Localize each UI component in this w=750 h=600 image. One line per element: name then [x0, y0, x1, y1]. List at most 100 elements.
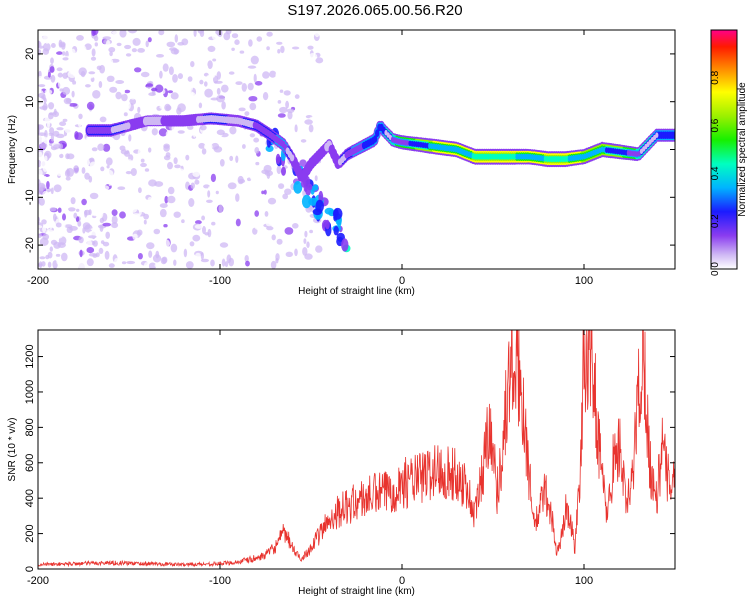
- noise-blob: [99, 116, 107, 123]
- noise-blob: [41, 219, 47, 225]
- noise-blob: [305, 132, 313, 136]
- noise-blob: [79, 45, 87, 54]
- noise-blob: [279, 106, 288, 114]
- noise-blob: [38, 169, 43, 178]
- noise-blob: [207, 186, 213, 192]
- streak-blob: [313, 184, 319, 191]
- noise-blob: [239, 50, 245, 54]
- noise-blob: [46, 229, 54, 234]
- noise-blob: [186, 30, 190, 35]
- noise-blob: [207, 156, 213, 164]
- noise-blob: [238, 107, 246, 112]
- snr-series-line: [38, 330, 675, 568]
- noise-blob: [38, 261, 43, 269]
- noise-blob: [57, 72, 63, 78]
- noise-blob: [72, 220, 77, 226]
- noise-blob: [173, 211, 181, 218]
- noise-blob: [106, 165, 110, 169]
- noise-blob: [78, 67, 87, 76]
- noise-blob: [250, 55, 259, 65]
- noise-blob: [69, 38, 73, 43]
- noise-blob: [163, 224, 168, 228]
- noise-blob: [169, 176, 175, 185]
- noise-blob: [204, 81, 208, 87]
- noise-blob: [256, 263, 260, 269]
- noise-blob: [38, 56, 42, 63]
- noise-blob: [58, 200, 68, 205]
- noise-blob: [244, 255, 249, 263]
- noise-blob: [132, 37, 141, 46]
- noise-blob: [102, 241, 110, 247]
- noise-blob: [224, 261, 229, 268]
- noise-blob: [63, 97, 72, 105]
- noise-blob: [45, 254, 50, 260]
- noise-blob: [97, 156, 101, 166]
- noise-blob: [56, 231, 63, 239]
- streak-blob: [332, 207, 343, 220]
- noise-blob: [74, 263, 78, 269]
- noise-blob: [59, 143, 63, 150]
- noise-blob: [216, 87, 221, 95]
- noise-blob: [221, 84, 229, 93]
- noise-blob: [193, 30, 197, 37]
- noise-blob: [54, 60, 63, 68]
- noise-blob: [294, 94, 300, 99]
- y-tick-label: 1200: [24, 344, 36, 368]
- noise-blob: [128, 30, 137, 34]
- noise-blob: [100, 166, 105, 172]
- noise-blob: [38, 205, 42, 211]
- streak-blob: [325, 219, 330, 230]
- noise-blob: [167, 195, 176, 204]
- streak-blob: [312, 208, 323, 216]
- x-tick-label: 0: [399, 275, 405, 287]
- noise-blob: [304, 230, 308, 238]
- noise-blob: [70, 145, 77, 150]
- colorbar-tick-label: 0.6: [710, 118, 721, 132]
- noise-blob: [61, 159, 68, 164]
- noise-blob: [177, 73, 183, 80]
- y-tick-label: 200: [24, 524, 36, 542]
- noise-blob: [168, 66, 174, 75]
- noise-blob: [201, 215, 206, 221]
- noise-blob: [39, 237, 49, 246]
- colorbar-frame: [710, 29, 738, 270]
- noise-blob: [159, 203, 168, 209]
- noise-blob: [216, 129, 225, 136]
- noise-blob: [158, 128, 168, 137]
- noise-blob: [88, 253, 98, 257]
- noise-blob: [50, 39, 57, 44]
- noise-blob: [39, 143, 48, 149]
- noise-blob: [143, 219, 147, 225]
- noise-blob: [189, 241, 195, 247]
- noise-blob: [163, 144, 170, 152]
- noise-blob: [206, 199, 213, 203]
- noise-blob: [56, 133, 65, 139]
- chart-title: S197.2026.065.00.56.R20: [287, 2, 463, 19]
- x-axis-label: Height of straight line (km): [298, 286, 415, 297]
- noise-blob: [223, 69, 229, 78]
- noise-blob: [111, 215, 118, 224]
- noise-blob: [38, 135, 44, 145]
- noise-blob: [275, 123, 284, 128]
- noise-blob: [291, 131, 299, 137]
- noise-blob: [314, 175, 318, 182]
- noise-blob: [104, 169, 114, 178]
- noise-blob: [78, 180, 83, 185]
- noise-blob: [308, 90, 315, 100]
- noise-blob: [96, 261, 101, 267]
- noise-blob: [124, 44, 132, 50]
- track-mark: [500, 153, 504, 160]
- noise-blob: [143, 262, 150, 269]
- colorbar-tick-label: 0.2: [710, 214, 721, 228]
- noise-blob: [131, 213, 141, 219]
- noise-blob: [86, 101, 95, 110]
- noise-blob: [127, 80, 134, 85]
- noise-blob: [199, 124, 207, 131]
- noise-blob: [187, 85, 193, 92]
- noise-blob: [147, 196, 153, 203]
- noise-blob: [235, 81, 243, 85]
- noise-blob: [267, 197, 277, 205]
- track-mark: [375, 129, 380, 137]
- noise-blob: [207, 228, 212, 238]
- noise-blob: [243, 94, 248, 104]
